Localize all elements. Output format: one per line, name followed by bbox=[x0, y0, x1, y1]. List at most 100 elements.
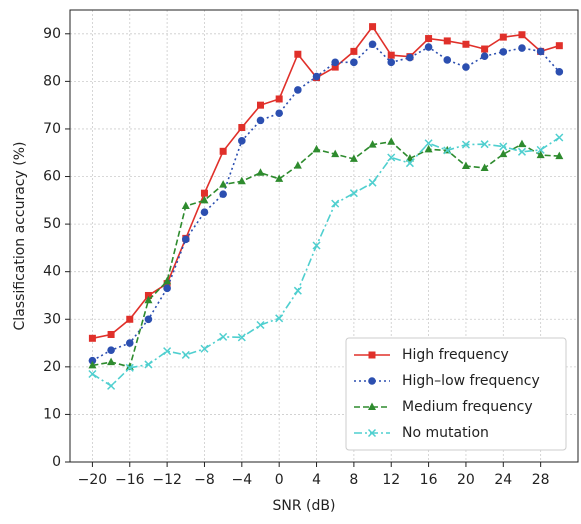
marker bbox=[256, 168, 265, 176]
marker bbox=[481, 45, 489, 53]
marker bbox=[163, 347, 172, 356]
marker bbox=[88, 360, 97, 369]
x-tick-label: 16 bbox=[420, 472, 438, 488]
marker bbox=[144, 315, 153, 324]
marker bbox=[107, 357, 116, 366]
marker bbox=[163, 284, 171, 293]
marker bbox=[200, 189, 208, 197]
plot-frame bbox=[69, 9, 579, 463]
marker bbox=[555, 133, 564, 142]
marker bbox=[518, 44, 526, 52]
x-tick-label: 28 bbox=[532, 472, 550, 488]
marker bbox=[349, 154, 358, 162]
y-tick-label: 10 bbox=[43, 406, 61, 422]
marker bbox=[518, 31, 526, 39]
marker bbox=[219, 190, 227, 198]
x-tick-label: −20 bbox=[78, 472, 108, 488]
marker bbox=[555, 42, 563, 50]
marker bbox=[294, 50, 302, 58]
y-tick-label: 0 bbox=[52, 454, 61, 470]
marker bbox=[443, 146, 452, 155]
marker bbox=[368, 178, 377, 187]
marker bbox=[536, 145, 545, 154]
legend: High frequency High–low frequency Medium f… bbox=[345, 337, 567, 451]
marker bbox=[499, 33, 507, 41]
marker bbox=[405, 159, 414, 168]
marker bbox=[425, 35, 433, 43]
legend-label: Medium frequency bbox=[402, 399, 533, 415]
marker bbox=[181, 235, 190, 244]
marker bbox=[369, 23, 377, 31]
marker bbox=[312, 241, 321, 250]
marker bbox=[219, 332, 228, 341]
marker bbox=[219, 180, 228, 188]
legend-box bbox=[345, 337, 567, 451]
marker bbox=[350, 47, 358, 55]
marker bbox=[331, 149, 340, 158]
marker bbox=[368, 402, 376, 410]
marker bbox=[256, 320, 265, 330]
marker bbox=[387, 58, 396, 67]
marker bbox=[293, 286, 302, 295]
series-line bbox=[92, 140, 560, 368]
marker bbox=[424, 43, 433, 51]
y-tick-label: 60 bbox=[43, 169, 61, 185]
marker bbox=[125, 363, 134, 372]
marker bbox=[88, 356, 97, 365]
marker bbox=[536, 47, 545, 56]
marker bbox=[368, 377, 376, 385]
marker bbox=[238, 137, 246, 145]
legend-label: High–low frequency bbox=[402, 373, 540, 389]
marker bbox=[350, 58, 358, 67]
marker bbox=[555, 68, 564, 76]
marker bbox=[275, 109, 283, 118]
marker bbox=[555, 151, 564, 160]
marker bbox=[480, 140, 489, 149]
marker bbox=[294, 86, 302, 94]
y-axis-label: Classification accuracy (%) bbox=[12, 142, 28, 331]
marker bbox=[125, 339, 134, 347]
marker bbox=[144, 360, 153, 369]
marker bbox=[461, 140, 470, 149]
marker bbox=[331, 199, 340, 208]
legend-label: High frequency bbox=[402, 347, 509, 363]
marker bbox=[238, 124, 246, 132]
legend-label: No mutation bbox=[402, 425, 489, 441]
series-line bbox=[91, 136, 560, 387]
marker bbox=[443, 37, 451, 45]
marker bbox=[331, 63, 339, 71]
marker bbox=[424, 139, 433, 148]
marker bbox=[405, 153, 414, 162]
marker bbox=[275, 95, 283, 103]
marker bbox=[200, 195, 209, 204]
marker bbox=[144, 291, 152, 299]
y-tick-label: 80 bbox=[43, 73, 61, 89]
marker bbox=[312, 72, 321, 81]
marker bbox=[387, 137, 396, 145]
y-tick-label: 70 bbox=[43, 121, 61, 137]
x-tick-label: 24 bbox=[494, 472, 512, 488]
marker bbox=[200, 208, 209, 217]
marker bbox=[237, 333, 246, 342]
marker bbox=[275, 174, 284, 182]
y-tick-label: 50 bbox=[43, 216, 61, 232]
marker bbox=[181, 201, 190, 210]
x-tick-label: −12 bbox=[152, 472, 182, 488]
marker bbox=[107, 346, 115, 354]
marker bbox=[517, 139, 526, 148]
marker bbox=[406, 53, 414, 62]
marker bbox=[88, 369, 97, 379]
marker bbox=[312, 144, 321, 153]
marker bbox=[88, 334, 96, 342]
marker bbox=[181, 350, 190, 359]
marker bbox=[367, 428, 377, 438]
x-tick-label: 12 bbox=[382, 472, 400, 488]
marker bbox=[461, 161, 470, 170]
marker bbox=[462, 63, 470, 71]
y-tick-label: 90 bbox=[43, 26, 61, 42]
marker bbox=[517, 147, 527, 156]
marker bbox=[480, 163, 489, 171]
x-tick-label: −4 bbox=[232, 472, 253, 488]
x-tick-label: 0 bbox=[275, 472, 284, 488]
series-line bbox=[92, 43, 560, 362]
